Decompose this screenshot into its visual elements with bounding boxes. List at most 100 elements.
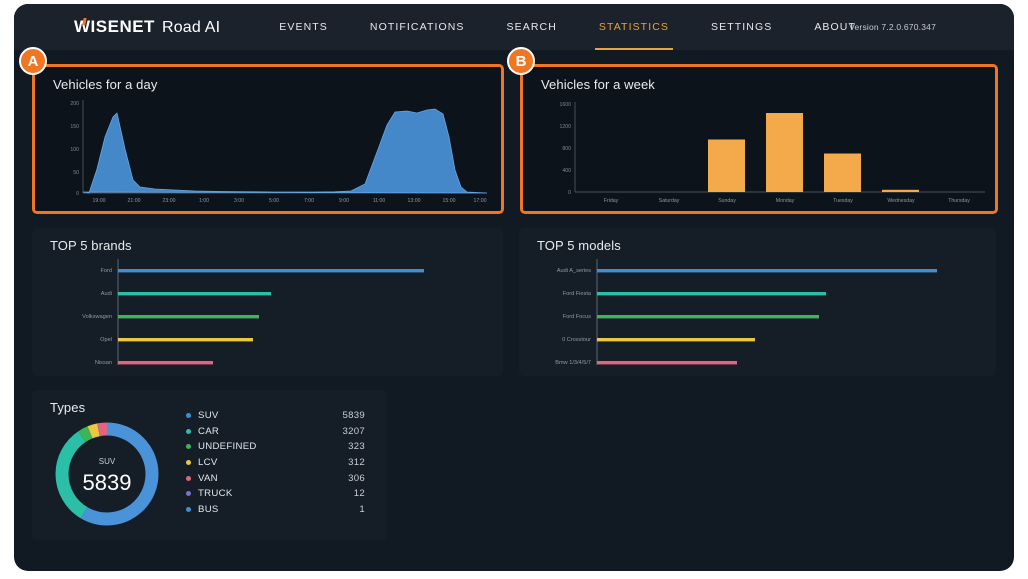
svg-text:Opel: Opel (100, 337, 112, 343)
bar-opel (118, 338, 253, 342)
app-window: WISENET Road AI EVENTS NOTIFICATIONS SEA… (14, 4, 1014, 571)
nav-item-search[interactable]: SEARCH (506, 21, 557, 33)
area-series-day (82, 108, 488, 194)
legend-value-lcv: 312 (348, 457, 365, 469)
legend-item-car[interactable]: CAR 3207 (186, 424, 365, 440)
bars-week (708, 113, 919, 192)
legend-value-van: 306 (348, 472, 365, 484)
svg-text:0: 0 (76, 191, 79, 197)
charts-row-bottom: Types SUV 5839 (32, 390, 996, 540)
model-bars: Audi A_series Ford Fiesta Ford Focus 0 C… (555, 268, 937, 366)
statistics-board: A Vehicles for a day 200 150 100 50 0 19… (14, 47, 1014, 540)
nav-item-about[interactable]: ABOUT (814, 21, 856, 33)
app-logo[interactable]: WISENET Road AI (74, 17, 220, 37)
legend-dot-undefined (186, 444, 191, 450)
svg-text:9:00: 9:00 (339, 198, 349, 204)
svg-text:3:00: 3:00 (234, 198, 244, 204)
panel-top-5-brands: TOP 5 brands Ford Audi Volkswagen Opel N… (32, 228, 503, 376)
legend-value-car: 3207 (342, 425, 365, 437)
bar-bmw-series (597, 361, 737, 365)
legend-item-undefined[interactable]: UNDEFINED 323 (186, 439, 365, 455)
y-axis-week: 1600 1200 800 400 0 (559, 102, 576, 196)
legend-label-bus: BUS (198, 503, 219, 515)
chart-vehicles-for-a-week[interactable]: 1600 1200 800 400 0 (523, 92, 995, 207)
legend-dot-car (186, 428, 191, 434)
svg-text:50: 50 (73, 170, 79, 176)
svg-text:11:00: 11:00 (373, 198, 386, 204)
panel-title-top-brands: TOP 5 brands (50, 238, 132, 253)
legend-label-lcv: LCV (198, 457, 218, 469)
svg-text:Friday: Friday (604, 198, 619, 204)
main-menu: EVENTS NOTIFICATIONS SEARCH STATISTICS S… (258, 4, 877, 50)
top-navigation-bar: WISENET Road AI EVENTS NOTIFICATIONS SEA… (14, 4, 1014, 50)
svg-text:200: 200 (70, 101, 79, 107)
svg-text:19:00: 19:00 (93, 198, 106, 204)
nav-item-notifications[interactable]: NOTIFICATIONS (369, 21, 465, 33)
legend-label-van: VAN (198, 472, 218, 484)
legend-item-van[interactable]: VAN 306 (186, 470, 365, 486)
bar-volkswagen (118, 315, 259, 319)
legend-item-suv[interactable]: SUV 5839 (186, 408, 365, 424)
legend-value-suv: 5839 (342, 410, 365, 422)
panel-title-vehicles-day: Vehicles for a day (53, 77, 158, 92)
legend-item-bus[interactable]: BUS 1 (186, 502, 365, 518)
svg-text:400: 400 (562, 168, 571, 174)
svg-text:Saturday: Saturday (659, 198, 680, 204)
legend-item-truck[interactable]: TRUCK 12 (186, 486, 365, 502)
panel-vehicles-for-a-week: B Vehicles for a week 1600 1200 800 400 … (507, 47, 998, 214)
donut-center-label: SUV (99, 457, 116, 466)
chart-top-5-brands[interactable]: Ford Audi Volkswagen Opel Nissan (32, 253, 498, 371)
panel-title-vehicles-week: Vehicles for a week (541, 77, 655, 92)
svg-text:Wednesday: Wednesday (887, 198, 915, 204)
svg-text:13:00: 13:00 (408, 198, 421, 204)
wisenet-logo-text: WISENET (74, 17, 155, 36)
charts-row-middle: TOP 5 brands Ford Audi Volkswagen Opel N… (32, 228, 996, 376)
svg-text:Bmw 1/3/4/5/7: Bmw 1/3/4/5/7 (555, 360, 591, 366)
types-legend: SUV 5839 CAR 3207 UNDEFINED 323 (182, 390, 387, 540)
bar-audi-a-series (597, 269, 937, 273)
donut-segment-van (55, 422, 159, 526)
svg-text:0 Crosstour: 0 Crosstour (562, 337, 591, 343)
svg-text:Volkswagen: Volkswagen (82, 314, 112, 320)
legend-value-bus: 1 (359, 503, 365, 515)
svg-text:5:00: 5:00 (269, 198, 279, 204)
svg-text:21:00: 21:00 (128, 198, 141, 204)
legend-dot-bus (186, 506, 191, 512)
bar-thursday (882, 189, 919, 192)
svg-text:150: 150 (70, 124, 79, 130)
svg-text:Ford Fiesta: Ford Fiesta (563, 291, 592, 297)
bar-monday (708, 139, 745, 192)
bar-audi (118, 292, 271, 296)
svg-text:0: 0 (568, 190, 571, 196)
x-tick-labels-week: Friday Saturday Sunday Monday Tuesday We… (604, 198, 970, 204)
svg-text:Tuesday: Tuesday (833, 198, 853, 204)
legend-dot-lcv (186, 460, 191, 466)
donut-center-value: 5839 (83, 470, 132, 495)
bar-ford (118, 269, 424, 273)
svg-text:Audi: Audi (101, 291, 112, 297)
donut-chart-wrap: SUV 5839 (32, 390, 182, 540)
legend-dot-truck (186, 491, 191, 497)
svg-text:1600: 1600 (559, 102, 571, 108)
svg-text:17:00: 17:00 (474, 198, 487, 204)
legend-item-lcv[interactable]: LCV 312 (186, 455, 365, 471)
chart-top-5-models[interactable]: Audi A_series Ford Fiesta Ford Focus 0 C… (519, 253, 991, 371)
donut-chart-types[interactable]: SUV 5839 (49, 416, 165, 532)
x-tick-labels-day: 19:00 21:00 23:00 1:00 3:00 5:00 7:00 9:… (93, 198, 487, 204)
logo-accent-mark (82, 18, 87, 25)
bar-tuesday (766, 113, 803, 192)
version-label: Version 7.2.0.670.347 (849, 22, 936, 32)
svg-text:Monday: Monday (776, 198, 795, 204)
nav-item-events[interactable]: EVENTS (279, 21, 328, 33)
chart-vehicles-for-a-day[interactable]: 200 150 100 50 0 19:00 21:00 23:00 1:00 (35, 92, 501, 207)
bar-wednesday (824, 153, 861, 192)
nav-item-statistics[interactable]: STATISTICS (578, 4, 690, 50)
legend-label-car: CAR (198, 425, 220, 437)
bar-ford-fiesta (597, 292, 826, 296)
product-name-text: Road AI (161, 19, 221, 36)
nav-item-settings[interactable]: SETTINGS (711, 21, 773, 33)
svg-text:Nissan: Nissan (95, 360, 112, 366)
legend-dot-suv (186, 413, 191, 419)
legend-label-suv: SUV (198, 410, 219, 422)
svg-text:800: 800 (562, 146, 571, 152)
